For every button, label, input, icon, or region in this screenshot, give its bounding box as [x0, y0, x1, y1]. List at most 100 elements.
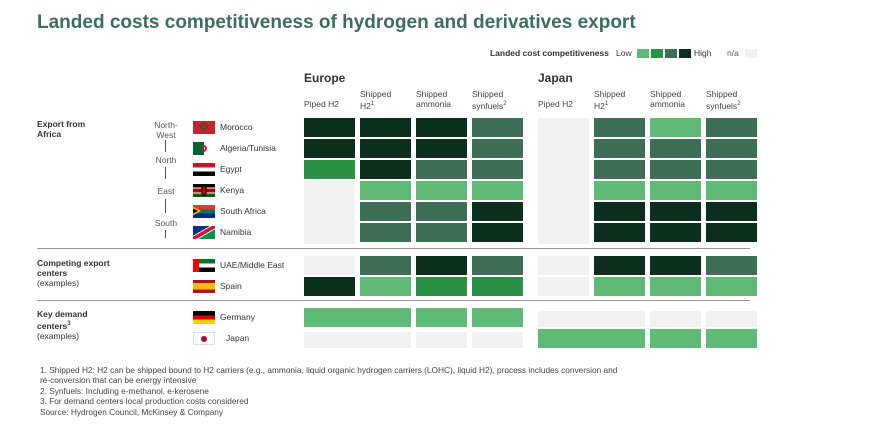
- legend-swatch-1: [637, 49, 649, 58]
- heatmap-cell: [472, 139, 523, 158]
- heatmap-cell: [650, 160, 701, 179]
- heatmap-cell: [416, 139, 467, 158]
- heatmap-cell: [472, 332, 523, 348]
- heatmap-cell: [538, 223, 589, 244]
- region-label-east: East: [157, 186, 175, 196]
- row-label: Japan: [226, 333, 250, 343]
- heatmap-cell: [538, 311, 645, 327]
- heatmap-cell: [360, 202, 411, 221]
- heatmap-cell: [650, 277, 701, 296]
- heatmap-cell: [304, 332, 411, 348]
- heatmap-cell: [360, 139, 411, 158]
- region-label-south: South: [154, 218, 178, 228]
- row-label: Morocco: [220, 122, 253, 132]
- region-line: [165, 167, 166, 179]
- region-label-north-west: North- West: [154, 120, 178, 140]
- heatmap-cell: [416, 332, 467, 348]
- heatmap-cell: [304, 202, 355, 223]
- heatmap-cell: [360, 256, 411, 275]
- legend-swatch-2: [651, 49, 663, 58]
- region-line: [165, 140, 166, 152]
- flag-kenya: [193, 184, 215, 197]
- chart-title: Landed costs competitiveness of hydrogen…: [37, 12, 636, 33]
- footnote-3: 3. For demand centers local production c…: [40, 396, 249, 406]
- flag-morocco: [193, 121, 215, 134]
- flag-namibia: [193, 226, 215, 239]
- section-divider: [37, 300, 750, 301]
- flag-spain: [193, 280, 215, 293]
- col-label-europe-shipped-h2: Shipped H21: [360, 89, 392, 111]
- legend-swatch-na: [745, 49, 757, 58]
- heatmap-cell: [706, 223, 757, 242]
- row-label: South Africa: [220, 206, 266, 216]
- heatmap-cell: [472, 118, 523, 137]
- heatmap-cell: [416, 202, 467, 221]
- flag-algeria: [193, 142, 215, 155]
- heatmap-cell: [538, 160, 589, 181]
- heatmap-cell: [538, 277, 589, 296]
- heatmap-cell: [594, 118, 645, 137]
- section-divider: [37, 248, 750, 249]
- heatmap-cell: [416, 181, 467, 200]
- section-label-competing: Competing export centers (examples): [37, 258, 110, 288]
- heatmap-cell: [594, 256, 645, 275]
- heatmap-cell: [416, 118, 467, 137]
- heatmap-cell: [304, 118, 355, 137]
- legend-swatch-3: [665, 49, 677, 58]
- heatmap-cell: [594, 223, 645, 242]
- footnote-1-cont: re-conversion that can be energy intensi…: [40, 375, 197, 385]
- heatmap-cell: [538, 256, 589, 275]
- heatmap-cell: [650, 118, 701, 137]
- heatmap-cell: [538, 139, 589, 160]
- heatmap-cell: [650, 256, 701, 275]
- section-label-africa: Export from Africa: [37, 119, 86, 139]
- legend: Landed cost competitiveness Low High n/a: [0, 47, 882, 61]
- heatmap-cell: [594, 181, 645, 200]
- section-label-demand: Key demand centers3 (examples): [37, 309, 88, 341]
- heatmap-cell: [472, 256, 523, 275]
- col-label-japan-shipped-h2: Shipped H21: [594, 89, 626, 111]
- heatmap-cell: [538, 202, 589, 223]
- heatmap-cell: [706, 256, 757, 275]
- row-label: Algeria/Tunisia: [220, 143, 276, 153]
- heatmap-cell: [650, 329, 701, 348]
- heatmap-cell: [360, 277, 411, 296]
- heatmap-cell: [594, 202, 645, 221]
- heatmap-cell: [706, 311, 757, 327]
- heatmap-cell: [304, 308, 411, 327]
- region-line: [165, 199, 166, 213]
- col-label-europe-ammonia: Shipped ammonia: [416, 89, 451, 109]
- heatmap-cell: [706, 181, 757, 200]
- row-label: Germany: [220, 312, 255, 322]
- row-label: Namibia: [220, 227, 252, 237]
- flag-south-africa: [193, 205, 215, 218]
- heatmap-cell: [706, 329, 757, 348]
- heatmap-cell: [706, 139, 757, 158]
- heatmap-cell: [360, 118, 411, 137]
- group-title-japan: Japan: [538, 71, 573, 85]
- col-label-europe-piped: Piped H2: [304, 99, 339, 109]
- heatmap-cell: [650, 139, 701, 158]
- heatmap-cell: [706, 202, 757, 221]
- heatmap-cell: [706, 160, 757, 179]
- region-label-north: North: [155, 155, 177, 165]
- heatmap-cell: [538, 118, 589, 139]
- heatmap-cell: [706, 277, 757, 296]
- heatmap-cell: [706, 118, 757, 137]
- legend-high-label: High: [694, 48, 712, 58]
- heatmap-cell: [416, 160, 467, 179]
- heatmap-cell: [304, 223, 355, 244]
- flag-egypt: [193, 163, 215, 176]
- heatmap-cell: [416, 223, 467, 242]
- footnote-2: 2. Synfuels: Including e-methanol, e-ker…: [40, 386, 209, 396]
- heatmap-cell: [594, 160, 645, 179]
- col-label-japan-piped: Piped H2: [538, 99, 573, 109]
- legend-title: Landed cost competitiveness: [489, 48, 609, 58]
- heatmap-cell: [416, 277, 467, 296]
- col-label-japan-synfuels: Shipped synfuels2: [706, 89, 741, 111]
- heatmap-cell: [360, 223, 411, 242]
- row-label: UAE/Middle East: [220, 260, 285, 270]
- heatmap-cell: [304, 160, 355, 179]
- flag-germany: [193, 311, 215, 324]
- source-note: Source: Hydrogen Council, McKinsey & Com…: [40, 407, 224, 417]
